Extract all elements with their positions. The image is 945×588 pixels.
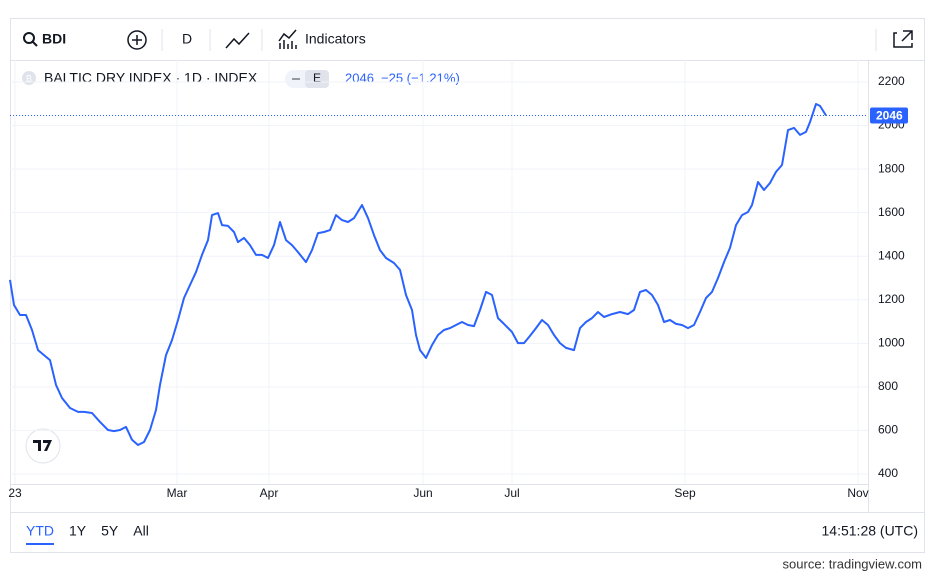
logo <box>25 428 61 464</box>
x-tick-label: 23 <box>8 486 22 500</box>
range-button[interactable]: All <box>133 523 149 539</box>
clock: 14:51:28 (UTC) <box>822 523 918 539</box>
y-tick-label: 1000 <box>878 335 905 349</box>
symbol[interactable]: BDI <box>42 31 66 47</box>
chart-type-button[interactable] <box>225 32 250 49</box>
search-icon <box>23 32 35 44</box>
y-tick-label: 2200 <box>878 74 905 88</box>
last-price-tag <box>870 107 908 124</box>
indicators-label[interactable]: Indicators <box>305 31 366 47</box>
range-button[interactable]: YTD <box>26 523 54 539</box>
source: source: tradingview.com <box>783 556 922 571</box>
y-tick-label: 400 <box>878 466 898 480</box>
y-tick-label: 1200 <box>878 292 905 306</box>
interval-button[interactable]: D <box>182 31 192 47</box>
flag-label: E <box>313 71 321 85</box>
symbol-search[interactable]: BDI <box>23 31 66 47</box>
plus-icon <box>127 30 147 50</box>
x-tick-label: Mar <box>167 486 188 500</box>
range-bar: YTD 1Y 5Y All <box>26 523 149 545</box>
y-tick-label: 600 <box>878 423 898 437</box>
flag-box <box>305 70 329 88</box>
y-tick-label: 1600 <box>878 205 905 219</box>
logo-mark <box>33 440 52 451</box>
range-button[interactable]: 5Y <box>101 523 119 539</box>
indicators-icon <box>278 29 297 49</box>
compare-button[interactable] <box>127 30 147 50</box>
x-tick-label: Jul <box>504 486 519 500</box>
last-price: 2046 <box>345 70 374 85</box>
x-tick-label: Sep <box>674 486 696 500</box>
plus-icon-cross <box>132 35 142 45</box>
last-price-label: 2046 <box>876 109 903 123</box>
y-tick-label: 1800 <box>878 161 905 175</box>
price-change: −25 (−1.21%) <box>381 70 460 85</box>
x-tick-label: Nov <box>847 486 868 500</box>
y-tick-label: 800 <box>878 379 898 393</box>
series-name: BALTIC DRY INDEX · 1D · INDEX <box>44 70 258 86</box>
x-tick-label: Jun <box>413 486 432 500</box>
search-icon-handle <box>32 41 38 47</box>
indicators-button[interactable]: Indicators <box>278 29 366 49</box>
popout-button[interactable] <box>893 30 913 48</box>
y-tick-label: 1400 <box>878 248 905 262</box>
frame <box>10 18 925 553</box>
x-tick-label: Apr <box>260 486 279 500</box>
range-button[interactable]: 1Y <box>69 523 87 539</box>
price-line <box>9 103 827 446</box>
symbol-badge-letter: B <box>26 73 32 83</box>
